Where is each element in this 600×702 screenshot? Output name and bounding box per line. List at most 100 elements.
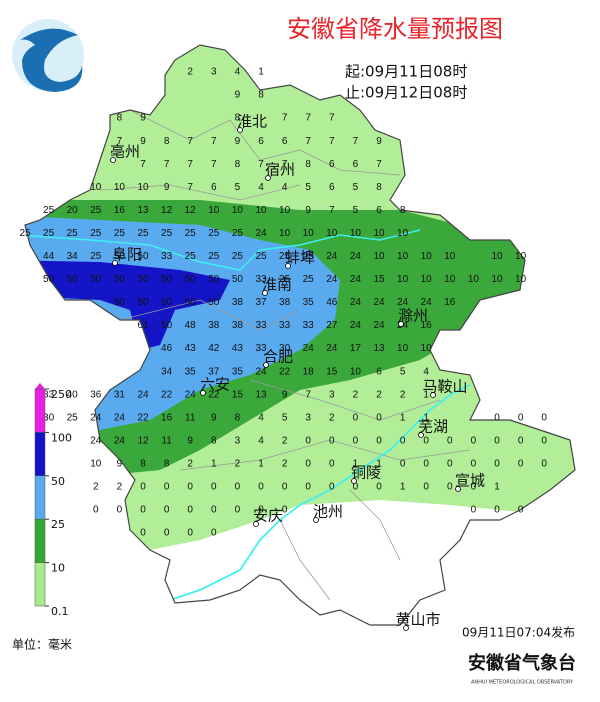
grid-value: 38 — [232, 297, 244, 308]
grid-value: 10 — [444, 274, 456, 285]
grid-value: 7 — [187, 136, 193, 147]
grid-value: 0 — [353, 412, 359, 423]
grid-value: 0 — [423, 482, 429, 493]
grid-value: 0 — [541, 458, 547, 469]
grid-value: 9 — [376, 136, 382, 147]
grid-value: 0 — [494, 458, 500, 469]
grid-value: 0 — [376, 412, 382, 423]
grid-value: 2 — [187, 67, 193, 78]
grid-value: 0 — [164, 505, 170, 516]
grid-value: 0 — [164, 528, 170, 539]
grid-value: 33 — [43, 389, 55, 400]
agency-name: 安徽省气象台 — [468, 652, 576, 674]
grid-value: 8 — [117, 113, 123, 124]
grid-value: 5 — [353, 182, 359, 193]
grid-value: 25 — [232, 228, 244, 239]
grid-value: 33 — [279, 320, 291, 331]
legend-swatch — [34, 432, 46, 477]
grid-value: 10 — [114, 182, 126, 193]
grid-value: 10 — [350, 228, 362, 239]
borders — [99, 109, 471, 601]
grid-value: 0 — [235, 505, 241, 516]
grid-value: 25 — [90, 251, 102, 262]
grid-value: 0 — [518, 412, 524, 423]
grid-value: 7 — [329, 136, 335, 147]
grid-value: 7 — [305, 389, 311, 400]
city-dot — [403, 625, 409, 631]
city-name: 淮南 — [262, 276, 292, 294]
grid-value: 9 — [211, 412, 217, 423]
grid-value: 6 — [353, 159, 359, 170]
grid-value: 2 — [235, 458, 241, 469]
city-name: 阜阳 — [112, 246, 142, 264]
grid-value: 3 — [235, 435, 241, 446]
grid-value: 25 — [43, 228, 55, 239]
grid-value: 50 — [137, 274, 149, 285]
city-name: 淮北 — [237, 113, 267, 131]
grid-value: 0 — [376, 482, 382, 493]
grid-value: 24 — [255, 228, 267, 239]
grid-value: 8 — [305, 159, 311, 170]
city-dot — [398, 321, 404, 327]
grid-value: 10 — [421, 274, 433, 285]
city-name: 亳州 — [110, 143, 140, 161]
grid-value: 24 — [350, 297, 362, 308]
grid-value: 0 — [258, 482, 264, 493]
issued: 09月11日07:04发布 — [462, 625, 575, 640]
grid-value: 50 — [185, 274, 197, 285]
legend-label: 0.1 — [51, 605, 69, 618]
city-name: 滁州 — [398, 307, 428, 325]
grid-value: 27 — [326, 320, 338, 331]
grid-value: 6 — [329, 182, 335, 193]
city-dot — [237, 127, 243, 133]
grid-value: 6 — [211, 182, 217, 193]
grid-value: 4 — [258, 435, 264, 446]
grid-value: 25 — [43, 205, 55, 216]
grid-value: 9 — [164, 182, 170, 193]
agency-english: ANHUI METEOROLOGICAL OBSERVATORY — [471, 680, 574, 686]
grid-value: 0 — [353, 482, 359, 493]
grid-value: 10 — [397, 274, 409, 285]
grid-value: 0 — [518, 435, 524, 446]
grid-value: 0 — [423, 435, 429, 446]
grid-value: 3 — [329, 389, 335, 400]
grid-value: 0 — [400, 435, 406, 446]
grid-value: 2 — [376, 389, 382, 400]
grid-value: 1 — [258, 458, 264, 469]
grid-value: 17 — [350, 343, 362, 354]
grid-value: 15 — [373, 274, 385, 285]
grid-value: 0 — [329, 458, 335, 469]
grid-value: 7 — [329, 113, 335, 124]
grid-value: 0 — [140, 482, 146, 493]
grid-value: 0 — [187, 505, 193, 516]
grid-value: 7 — [353, 136, 359, 147]
grid-value: 10 — [491, 274, 503, 285]
grid-value: 3 — [211, 67, 217, 78]
grid-value: 24 — [326, 274, 338, 285]
grid-value: 50 — [114, 251, 126, 262]
grid-value: 10 — [279, 228, 291, 239]
grid-value: 2 — [282, 435, 288, 446]
grid-value: 6 — [282, 136, 288, 147]
grid-value: 25 — [208, 251, 220, 262]
grid-value: 10 — [350, 366, 362, 377]
grid-value: 0 — [305, 458, 311, 469]
grid-value: 0 — [164, 482, 170, 493]
grid-value: 22 — [161, 389, 173, 400]
grid-value: 0 — [376, 435, 382, 446]
grid-value: 10 — [303, 228, 315, 239]
grid-value: 0 — [140, 528, 146, 539]
grid-value: 10 — [279, 205, 291, 216]
city-dot — [455, 486, 461, 492]
grid-value: 10 — [137, 182, 149, 193]
city-name: 宣城 — [455, 472, 485, 490]
grid-value: 0 — [494, 435, 500, 446]
grid-value: 10 — [373, 251, 385, 262]
grid-value: 50 — [161, 274, 173, 285]
grid-value: 12 — [161, 205, 173, 216]
city-dot — [263, 362, 269, 368]
grid-value: 7 — [376, 159, 382, 170]
grid-value: 12 — [185, 205, 197, 216]
unit: 单位：毫米 — [12, 637, 72, 652]
